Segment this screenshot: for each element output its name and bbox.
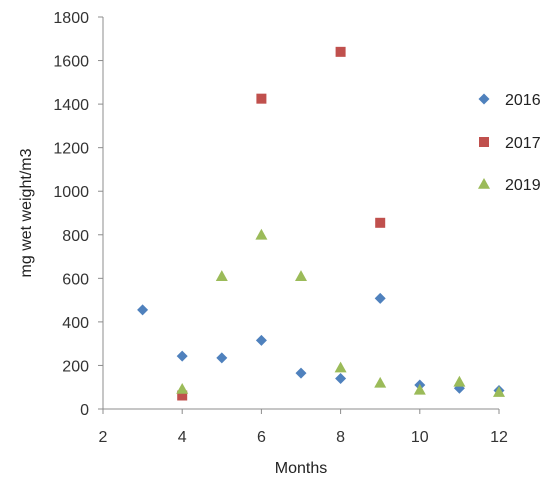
data-point xyxy=(413,383,426,395)
data-point xyxy=(177,390,188,401)
data-point xyxy=(453,375,466,387)
data-point xyxy=(335,373,347,385)
data-point xyxy=(374,292,386,304)
y-tick-label: 400 xyxy=(62,315,89,332)
plot-area: 2 4 6 8 10 12 0 200 400 600 800 1000 1200 1400 1600 18… xyxy=(53,10,508,446)
legend-label: 2016 xyxy=(505,92,541,109)
y-tick-label: 1200 xyxy=(53,141,89,158)
y-tick-label: 1800 xyxy=(53,10,89,27)
y-tick-label: 1400 xyxy=(53,97,89,114)
x-axis-title: Months xyxy=(275,460,327,477)
y-tick-label: 1000 xyxy=(53,184,89,201)
data-point xyxy=(295,270,307,281)
legend-item-2019: 2019 xyxy=(478,177,541,194)
legend-item-2017: 2017 xyxy=(479,135,541,152)
legend-label: 2017 xyxy=(505,135,541,152)
series-2017 xyxy=(177,46,386,401)
legend: 2016 2017 2019 xyxy=(478,92,541,194)
x-tick-label: 8 xyxy=(336,429,345,446)
data-point xyxy=(176,382,189,394)
x-axis-ticks: 2 4 6 8 10 12 xyxy=(99,409,508,446)
legend-marker xyxy=(479,137,489,147)
data-point xyxy=(295,367,307,379)
legend-marker xyxy=(478,93,490,105)
data-point xyxy=(176,350,188,362)
legend-marker xyxy=(478,178,490,189)
y-tick-label: 800 xyxy=(62,228,89,245)
y-tick-label: 1600 xyxy=(53,54,89,71)
y-tick-label: 0 xyxy=(80,402,89,419)
data-point xyxy=(493,386,505,397)
legend-item-2016: 2016 xyxy=(478,92,541,109)
y-axis-title: mg wet weight/m3 xyxy=(18,148,35,277)
data-point xyxy=(255,228,268,240)
data-point xyxy=(335,46,346,57)
series-2016 xyxy=(137,292,505,396)
data-point xyxy=(374,376,387,388)
data-point xyxy=(255,334,267,346)
series-2019 xyxy=(176,228,505,397)
data-point xyxy=(137,304,149,316)
data-point xyxy=(256,93,267,104)
data-point xyxy=(334,361,347,373)
x-tick-label: 6 xyxy=(257,429,266,446)
data-points xyxy=(137,46,505,401)
data-point xyxy=(215,270,228,281)
x-tick-label: 12 xyxy=(490,429,508,446)
x-tick-label: 2 xyxy=(99,429,108,446)
legend-label: 2019 xyxy=(505,177,541,194)
x-tick-label: 10 xyxy=(411,429,429,446)
x-tick-label: 4 xyxy=(178,429,187,446)
data-point xyxy=(216,352,228,364)
y-tick-label: 600 xyxy=(62,271,89,288)
y-tick-label: 200 xyxy=(62,358,89,375)
data-point xyxy=(375,217,386,228)
y-axis-ticks: 0 200 400 600 800 1000 1200 1400 1600 1800 xyxy=(53,10,103,419)
